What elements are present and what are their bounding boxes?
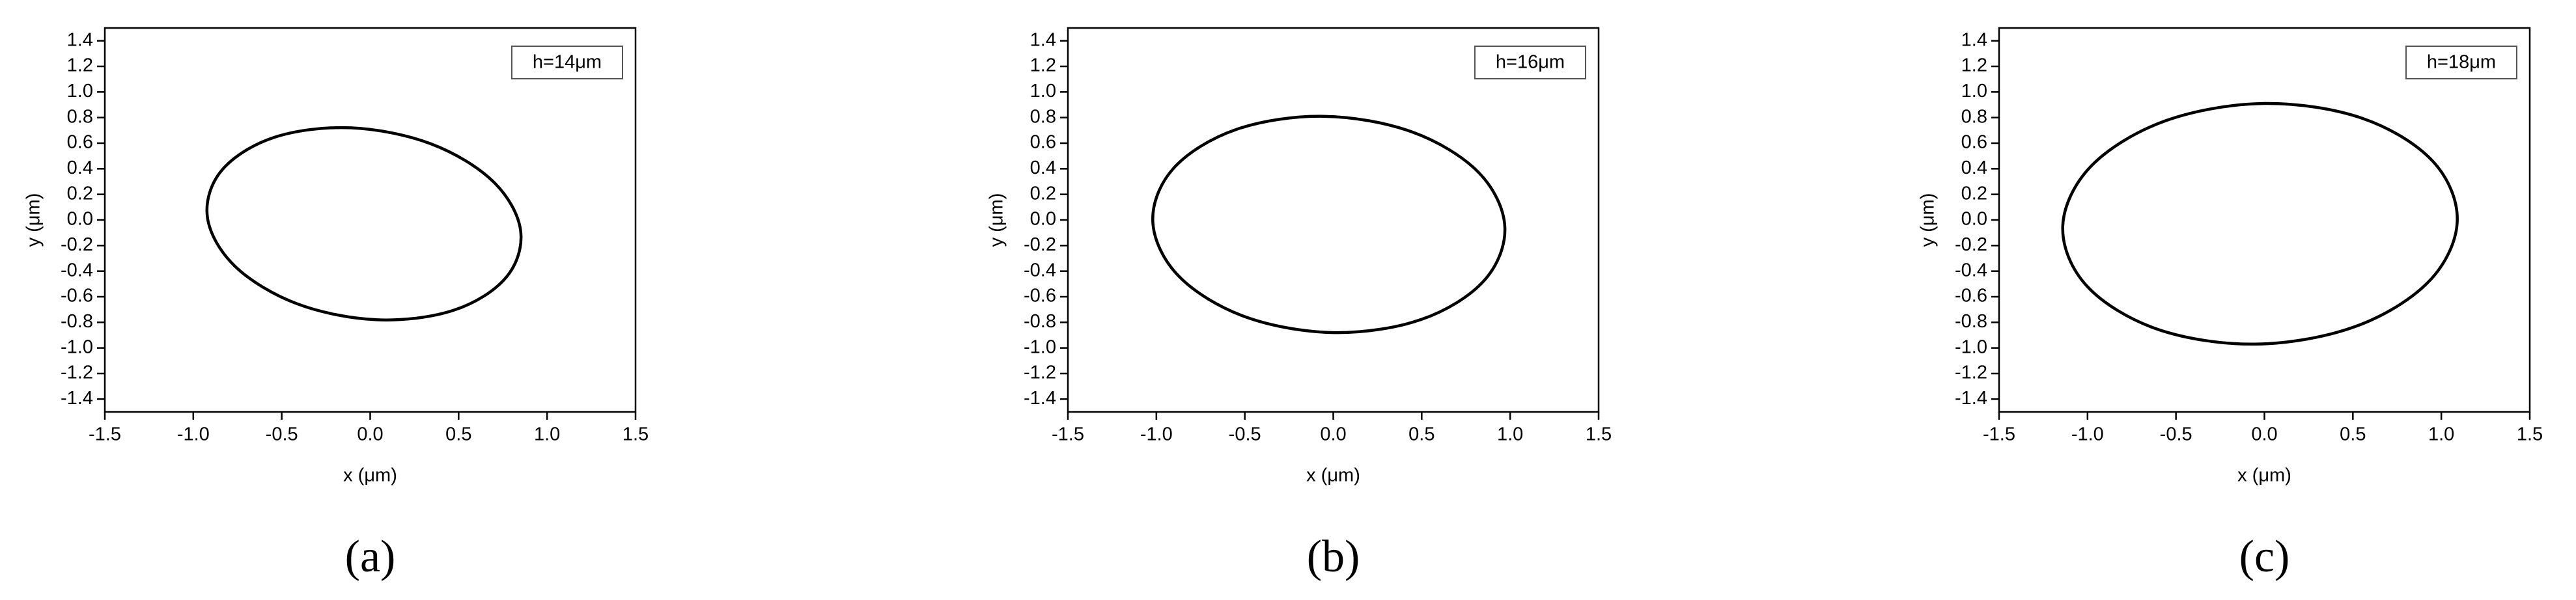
y-tick-label: 1.4 (67, 29, 93, 50)
legend-label: h=16μm (1496, 52, 1565, 73)
y-tick-label: 1.0 (1030, 81, 1056, 102)
y-axis-title: y (μm) (23, 193, 44, 247)
y-tick-label: -0.8 (1955, 311, 1987, 332)
x-tick-label: -0.5 (1229, 424, 1261, 445)
y-tick-label: -0.4 (1024, 260, 1056, 280)
legend-box (511, 46, 623, 79)
curve (2061, 102, 2459, 346)
y-tick-label: -0.6 (1955, 286, 1987, 307)
y-tick-label: 1.2 (1961, 55, 1987, 76)
y-tick-label: 0.0 (1030, 209, 1056, 230)
y-tick-label: -1.0 (1024, 336, 1056, 357)
y-tick-label: 1.4 (1961, 29, 1987, 50)
y-tick-label: -1.4 (1024, 388, 1056, 409)
plot-frame (104, 27, 637, 413)
y-tick-label: -0.8 (1024, 311, 1056, 332)
curve (205, 126, 523, 321)
y-tick-label: 0.8 (1961, 106, 1987, 127)
x-tick-label: 1.5 (1586, 424, 1612, 445)
panel-caption: (a) (345, 532, 396, 582)
plot-frame (1998, 27, 2531, 413)
x-tick-label: 1.0 (1497, 424, 1523, 445)
y-tick-label: 0.8 (67, 106, 93, 127)
legend-label: h=14μm (533, 52, 602, 73)
legend-box (1474, 46, 1586, 79)
y-tick-label: -0.6 (1024, 286, 1056, 307)
x-tick-label: 0.5 (2340, 424, 2366, 445)
y-tick-label: 0.6 (67, 132, 93, 153)
x-axis-title: x (μm) (1306, 465, 1360, 486)
y-tick-label: 0.0 (67, 209, 93, 230)
x-tick-label: 1.0 (534, 424, 560, 445)
panel-caption: (b) (1307, 532, 1360, 582)
y-tick-label: -1.0 (61, 336, 93, 357)
curve (1151, 115, 1507, 334)
x-tick-label: 0.0 (2251, 424, 2277, 445)
x-tick-label: -0.5 (266, 424, 298, 445)
x-tick-label: 0.0 (357, 424, 383, 445)
y-tick-label: -0.6 (61, 286, 93, 307)
x-tick-label: -1.5 (89, 424, 121, 445)
y-tick-label: 0.0 (1961, 209, 1987, 230)
legend-box (2405, 46, 2517, 79)
x-tick-label: -0.5 (2160, 424, 2192, 445)
y-tick-label: -0.4 (61, 260, 93, 280)
x-axis-title: x (μm) (343, 465, 397, 486)
x-tick-label: 1.0 (2428, 424, 2454, 445)
y-tick-label: 1.2 (1030, 55, 1056, 76)
y-tick-label: -0.2 (1024, 234, 1056, 255)
y-tick-label: -0.8 (61, 311, 93, 332)
x-tick-label: 1.5 (2517, 424, 2543, 445)
y-tick-label: -1.0 (1955, 336, 1987, 357)
y-axis-title: y (μm) (987, 193, 1007, 247)
y-tick-label: 0.6 (1030, 132, 1056, 153)
y-tick-label: 1.0 (67, 81, 93, 102)
x-tick-label: -1.0 (1140, 424, 1173, 445)
y-tick-label: -1.2 (1955, 362, 1987, 383)
x-tick-label: -1.0 (2071, 424, 2104, 445)
x-tick-label: -1.5 (1052, 424, 1084, 445)
y-tick-label: -1.4 (1955, 388, 1987, 409)
y-tick-label: -0.4 (1955, 260, 1987, 280)
y-tick-label: 1.0 (1961, 81, 1987, 102)
x-tick-label: 1.5 (623, 424, 649, 445)
y-tick-label: 0.4 (1030, 157, 1056, 178)
x-axis-title: x (μm) (2237, 465, 2291, 486)
x-tick-label: 0.0 (1320, 424, 1346, 445)
y-tick-label: -1.4 (61, 388, 93, 409)
y-tick-label: -0.2 (61, 234, 93, 255)
plot-frame (1067, 27, 1600, 413)
y-tick-label: 0.2 (1030, 183, 1056, 204)
y-tick-label: -1.2 (61, 362, 93, 383)
panel-caption: (c) (2239, 532, 2290, 582)
y-tick-label: -0.2 (1955, 234, 1987, 255)
x-tick-label: -1.0 (177, 424, 210, 445)
y-tick-label: 0.8 (1030, 106, 1056, 127)
legend-label: h=18μm (2427, 52, 2496, 73)
y-tick-label: 1.4 (1030, 29, 1056, 50)
y-tick-label: 0.4 (1961, 157, 1987, 178)
x-tick-label: 0.5 (445, 424, 471, 445)
x-tick-label: -1.5 (1983, 424, 2015, 445)
y-tick-label: -1.2 (1024, 362, 1056, 383)
x-tick-label: 0.5 (1408, 424, 1435, 445)
y-tick-label: 0.4 (67, 157, 93, 178)
y-tick-label: 0.2 (1961, 183, 1987, 204)
y-tick-label: 0.2 (67, 183, 93, 204)
y-tick-label: 0.6 (1961, 132, 1987, 153)
y-tick-label: 1.2 (67, 55, 93, 76)
y-axis-title: y (μm) (1918, 193, 1939, 247)
